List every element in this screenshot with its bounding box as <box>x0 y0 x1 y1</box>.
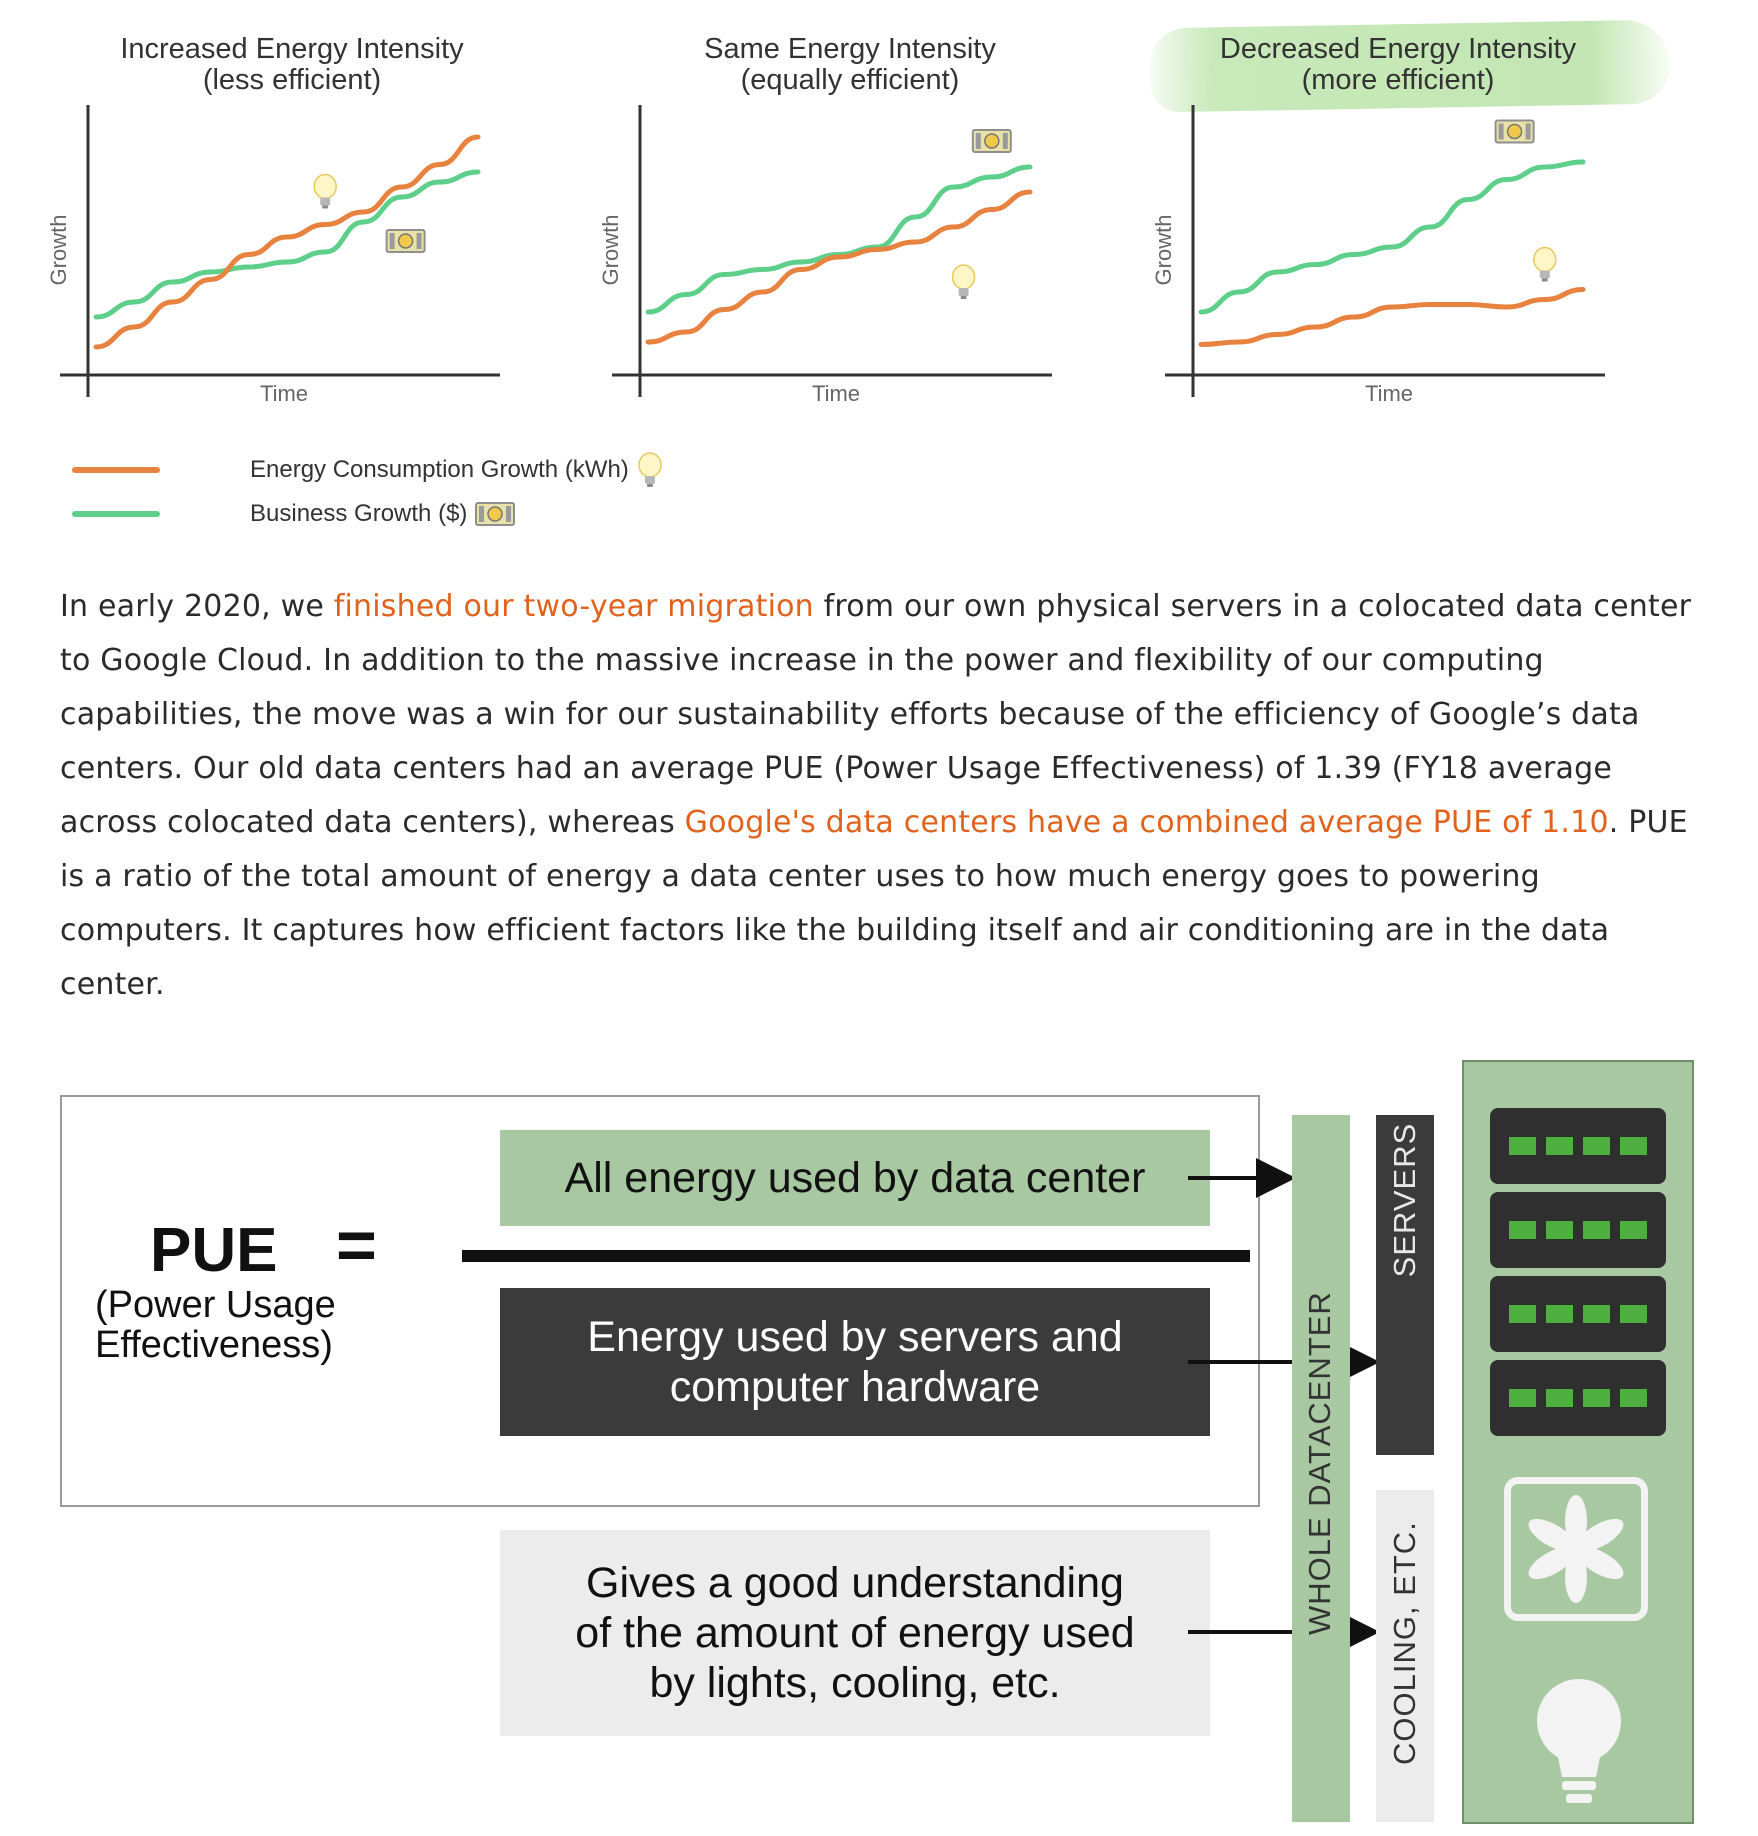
lightbulb-icon <box>1533 246 1557 282</box>
lightbulb-icon <box>313 173 337 209</box>
x-axis-label: Time <box>1365 381 1413 406</box>
pue-label: PUE <box>150 1216 278 1285</box>
article-paragraph: In early 2020, we finished our two-year … <box>60 580 1700 1012</box>
legend-label-energy: Energy Consumption Growth (kWh) <box>250 456 629 483</box>
legend-item-energy: Energy Consumption Growth (kWh) <box>72 452 663 488</box>
chart-increased-energy-intensity: Time Growth <box>46 105 500 406</box>
servers-label: SERVERS <box>1387 1122 1422 1278</box>
link-google-pue[interactable]: Google's data centers have a combined av… <box>684 805 1609 840</box>
series-line-business <box>93 169 481 320</box>
numerator-box: All energy used by data center <box>500 1130 1210 1226</box>
money-icon <box>971 129 1012 153</box>
note-text-line: Gives a good understanding <box>586 1559 1124 1607</box>
chart-subtitle-line: (equally efficient) <box>740 64 960 96</box>
chart-title: Increased Energy Intensity (less efficie… <box>62 34 522 96</box>
legend-label-business: Business Growth ($) <box>250 500 468 527</box>
chart-title-line: Increased Energy Intensity <box>120 33 464 65</box>
money-icon <box>475 502 516 526</box>
money-icon <box>385 229 426 253</box>
server-icon <box>1490 1108 1666 1184</box>
server-icon <box>1490 1192 1666 1268</box>
paragraph-text: In early 2020, we <box>60 589 334 624</box>
x-axis-label: Time <box>812 381 860 406</box>
chart-title: Same Energy Intensity (equally efficient… <box>620 34 1080 96</box>
whole-datacenter-column <box>1292 1115 1350 1822</box>
denominator-text-line: computer hardware <box>669 1363 1041 1411</box>
series-line-energy <box>1198 287 1586 347</box>
denominator-box: Energy used by servers and computer hard… <box>500 1288 1210 1436</box>
paragraph-text: from our own physical servers in a coloc… <box>60 589 1692 840</box>
pue-expanded-line: (Power Usage <box>95 1284 336 1326</box>
x-axis-label: Time <box>260 381 308 406</box>
legend-item-business: Business Growth ($) <box>72 500 516 528</box>
fraction-bar <box>462 1250 1250 1262</box>
legend-swatch-energy <box>72 467 160 473</box>
y-axis-label: Growth <box>46 215 71 286</box>
whole-datacenter-label: WHOLE DATACENTER <box>1302 1291 1337 1635</box>
chart-decreased-energy-intensity: Time Growth <box>1151 105 1605 406</box>
chart-subtitle-line: (more efficient) <box>1301 64 1495 96</box>
fan-icon <box>1504 1477 1648 1621</box>
chart-subtitle-line: (less efficient) <box>202 64 382 96</box>
server-icon <box>1490 1360 1666 1436</box>
series-line-business <box>1198 159 1586 315</box>
servers-column <box>1376 1115 1434 1455</box>
denominator-text-line: Energy used by servers and <box>587 1313 1123 1361</box>
series-line-business <box>645 164 1033 315</box>
lightbulb-icon <box>638 452 662 487</box>
lightbulb-icon <box>1537 1679 1621 1803</box>
series-line-energy <box>645 189 1033 345</box>
chart-title-line: Decreased Energy Intensity <box>1219 33 1577 65</box>
note-box: Gives a good understanding of the amount… <box>500 1530 1210 1736</box>
lightbulb-icon <box>951 264 976 299</box>
y-axis-label: Growth <box>598 215 623 286</box>
cooling-label: COOLING, ETC. <box>1387 1521 1422 1765</box>
pue-expanded: (Power Usage Effectiveness) <box>95 1285 336 1365</box>
cooling-column <box>1376 1490 1434 1822</box>
pue-expanded-line: Effectiveness) <box>95 1324 333 1366</box>
paragraph-text: . PUE is a ratio of the total amount of … <box>60 805 1688 1002</box>
pue-diagram: PUE = (Power Usage Effectiveness) All en… <box>0 1040 1758 1836</box>
money-icon <box>1494 119 1535 144</box>
equals-sign: = <box>336 1206 377 1284</box>
note-text-line: of the amount of energy used <box>575 1609 1135 1657</box>
numerator-text: All energy used by data center <box>564 1153 1146 1202</box>
legend-swatch-business <box>72 511 160 517</box>
datacenter-rack <box>1462 1060 1694 1824</box>
link-two-year-migration[interactable]: finished our two-year migration <box>333 589 814 624</box>
chart-same-energy-intensity: Time Growth <box>598 105 1052 406</box>
chart-title-line: Same Energy Intensity <box>704 33 996 65</box>
note-text-line: by lights, cooling, etc. <box>649 1659 1061 1707</box>
series-line-energy <box>93 134 481 350</box>
y-axis-label: Growth <box>1151 215 1176 286</box>
server-icon <box>1490 1276 1666 1352</box>
chart-title: Decreased Energy Intensity (more efficie… <box>1168 34 1628 96</box>
